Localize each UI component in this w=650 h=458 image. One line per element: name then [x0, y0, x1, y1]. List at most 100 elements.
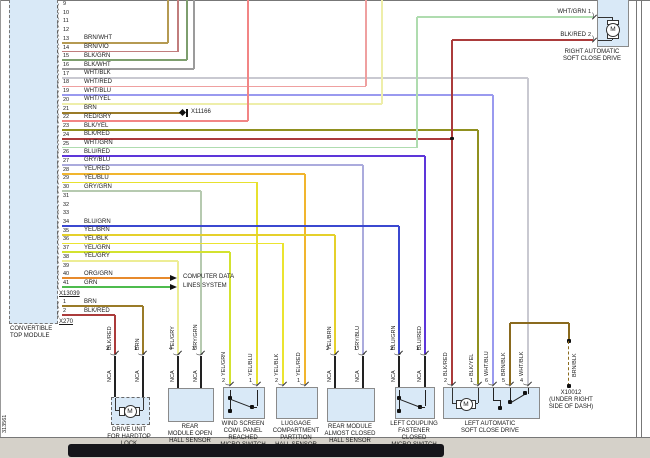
module-pin-connector-icon: ( — [57, 65, 60, 73]
module-pin-wire-label: GRY/GRN — [84, 183, 112, 190]
wire — [452, 402, 458, 404]
nca-label: NCA — [170, 370, 176, 382]
x10012-label: X10012 — [560, 390, 582, 396]
component-label: REAR — [181, 424, 199, 430]
component-label: MICRO SWITCH — [391, 442, 437, 448]
wire — [493, 399, 500, 401]
wire-yel-red — [62, 172, 305, 175]
taskbar-item[interactable] — [68, 444, 444, 457]
wire-blk-grn — [62, 59, 187, 62]
module-pin-number: 11 — [63, 18, 69, 25]
junction-dot — [498, 406, 502, 410]
module-pin-connector-icon: ( — [57, 47, 60, 55]
wire-wht-blu — [62, 94, 493, 97]
component-label: MICRO SWITCH — [220, 442, 266, 448]
wire-yel-blu — [62, 181, 257, 184]
module-pin-wire-label: WHT/BLU — [84, 87, 111, 94]
x11166-connector-icon — [178, 108, 187, 117]
module-pin-wire-label: GRN — [84, 279, 98, 286]
module-pin-wire-label: BRN — [84, 298, 97, 305]
wire — [177, 0, 179, 52]
junction-dot — [397, 409, 401, 413]
component-pin-number: 2 — [222, 377, 226, 384]
wire — [304, 173, 306, 385]
component-pin-number: 4 — [520, 377, 524, 384]
junction-dot — [523, 391, 527, 395]
wire — [62, 314, 115, 316]
module-pin-wire-label: BLK/RED — [84, 131, 110, 138]
wire-org-grn — [62, 277, 170, 280]
nca-label: NCA — [417, 370, 423, 382]
component-label: FOR HARDTOP — [107, 434, 151, 440]
module-pin-number: 14 — [63, 44, 70, 51]
module-pin-connector-icon: ( — [57, 256, 60, 264]
wire — [398, 390, 400, 397]
module-pin-number: 30 — [63, 184, 70, 191]
data-line-arrow-icon — [170, 274, 177, 281]
wire-blu-red — [62, 155, 425, 158]
component-pin-number: 2 — [275, 377, 279, 384]
module-pin-wire-label: BLK/WHT — [84, 61, 111, 68]
component-pin-wire-label: YEL/BLK — [274, 353, 280, 376]
wire — [492, 95, 494, 385]
module-pin-connector-icon: ( — [57, 12, 60, 20]
component-pin-number: 1 — [249, 377, 253, 384]
module-name-line: TOP MODULE — [10, 333, 50, 339]
wire-blu-grn — [62, 225, 399, 227]
wire-blk-red — [62, 137, 452, 140]
component-pin-number: 1 — [588, 9, 592, 15]
component-pin-number: 1 — [134, 345, 138, 352]
module-pin-number: 19 — [63, 88, 70, 95]
motor-icon: M — [459, 397, 473, 411]
module-pin-number: 37 — [63, 245, 70, 252]
component-label: WIND SCREEN — [221, 421, 265, 427]
wire — [115, 409, 122, 411]
component-label: HALL SENSOR — [329, 438, 371, 444]
junction-dot — [567, 384, 571, 388]
component-pin-number: 2 — [588, 32, 592, 38]
doc-number: 313561 — [2, 414, 8, 433]
component-pin-number: 2 — [326, 345, 330, 352]
wire — [200, 356, 202, 388]
module-pin-connector-icon: ( — [57, 21, 60, 29]
module-pin-connector-icon: ( — [57, 274, 60, 282]
wire — [398, 399, 400, 411]
component-label: DRIVE UNIT — [111, 427, 146, 433]
module-pin-wire-label: YEL/RED — [84, 166, 110, 173]
module-pin-connector-icon: ( — [57, 160, 60, 168]
wire — [477, 388, 479, 403]
wire — [424, 356, 426, 387]
component-pin-wire-label: GRY/GRN — [193, 324, 199, 350]
component-label: MODULE OPEN — [167, 431, 213, 437]
wire — [452, 39, 593, 41]
component-label: LOCK — [120, 441, 138, 447]
module-pin-connector-icon: ( — [57, 230, 60, 238]
module-pin-number: 10 — [63, 9, 70, 16]
wire — [142, 398, 144, 410]
module-pin-number: 41 — [63, 280, 70, 287]
wire-wht-yel — [62, 103, 382, 105]
wire-yel-gry — [62, 259, 178, 262]
wire-blk-wht — [62, 68, 194, 70]
wire — [398, 356, 400, 387]
module-pin-wire-label: WHT/GRN — [84, 140, 113, 147]
module-pin-wire-label: BRN/WHT — [84, 35, 112, 42]
module-pin-number: 15 — [63, 53, 70, 60]
wire — [611, 17, 613, 22]
wire-yel-blk — [62, 242, 283, 245]
module-pin-number: 29 — [63, 175, 70, 182]
component-label: LEFT AUTOMATIC — [464, 421, 516, 427]
wire — [398, 226, 400, 354]
wire — [229, 399, 231, 411]
module-box — [9, 0, 58, 324]
component-label: CLOSED — [401, 435, 427, 441]
module-pin-number: 21 — [63, 105, 70, 112]
wire — [510, 322, 569, 324]
wire — [229, 252, 231, 385]
component-label: LUGGAGE — [281, 421, 311, 427]
module-pin-number: 18 — [63, 79, 70, 86]
wire-brn-wht — [62, 41, 168, 44]
module-pin-wire-label: YEL/GRN — [84, 244, 111, 251]
module-pin-number: 31 — [63, 192, 70, 199]
module-pin-wire-label: RED/GRY — [84, 113, 112, 120]
